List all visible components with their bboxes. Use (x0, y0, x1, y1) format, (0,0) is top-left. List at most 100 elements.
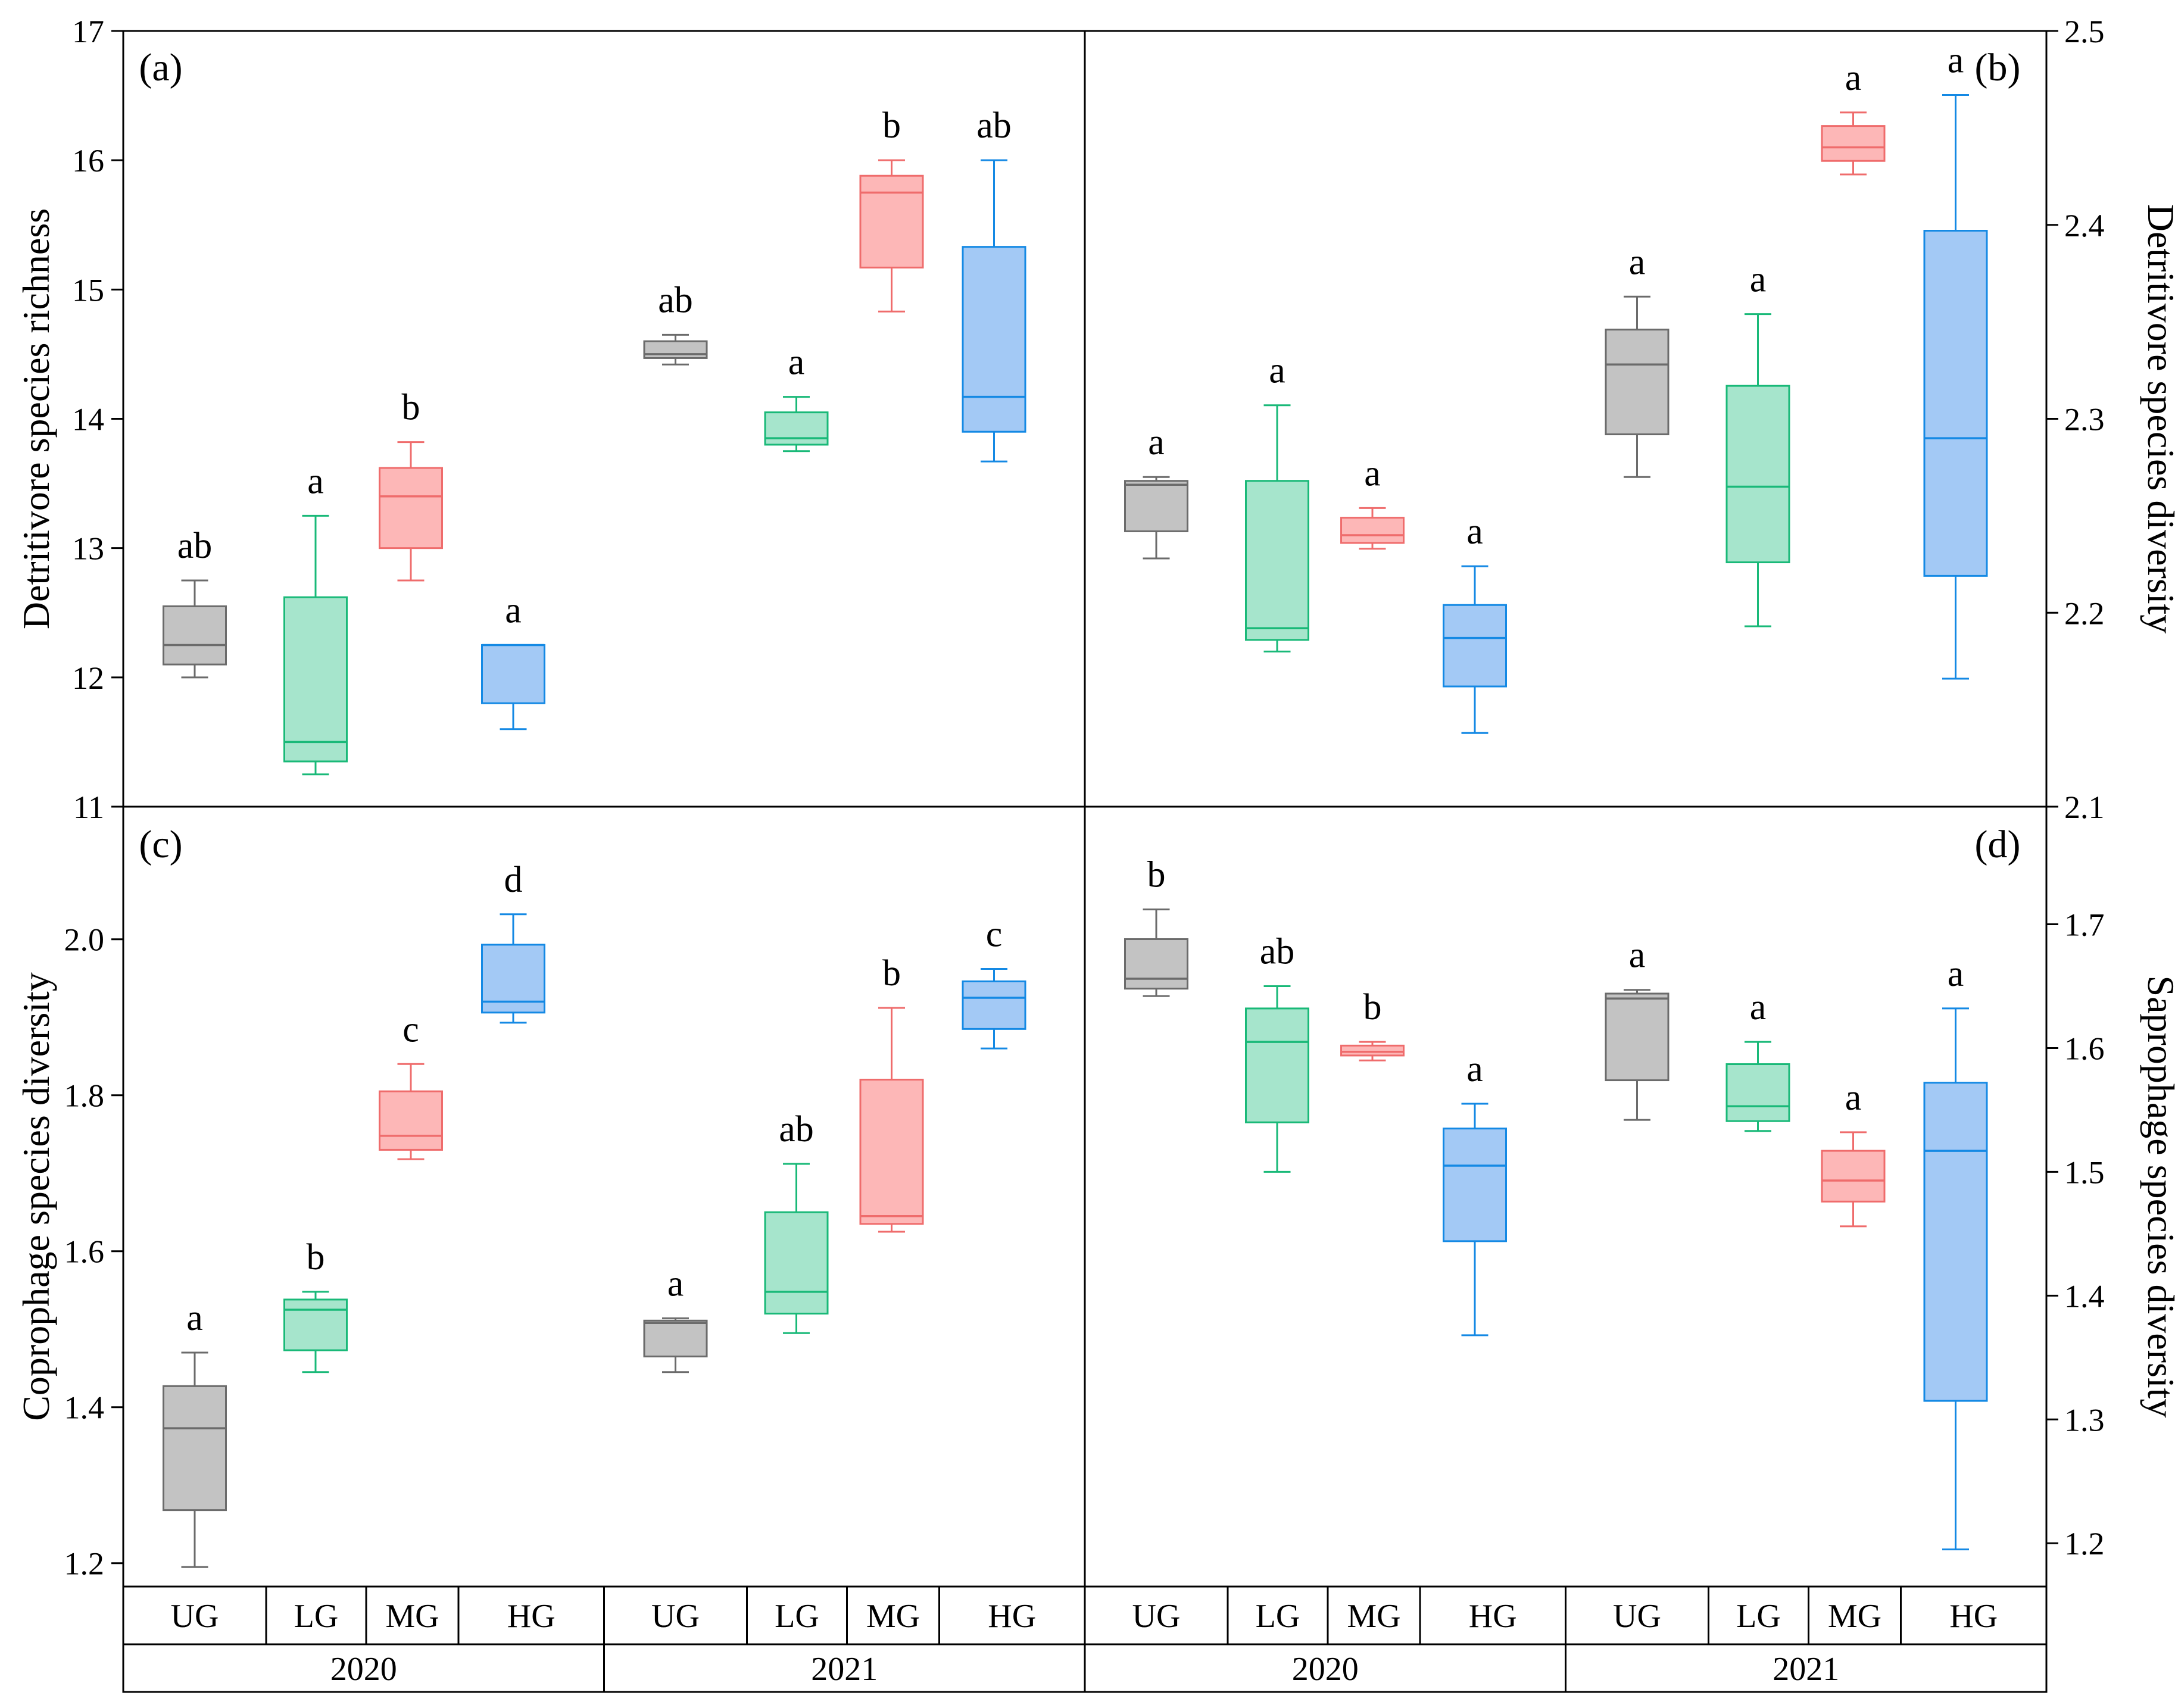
significance-letter: a (1948, 954, 1964, 994)
box-2021-HG: a (1923, 954, 1988, 1551)
box-iqr (1605, 329, 1670, 436)
significance-letter: a (1466, 1049, 1483, 1089)
y-tick-label: 1.2 (64, 1546, 105, 1582)
box-iqr (1923, 230, 1988, 577)
y-tick-label: 1.2 (2064, 1526, 2105, 1562)
y-tick-label: 11 (73, 789, 104, 825)
box-iqr (379, 467, 443, 549)
significance-letter: b (882, 105, 901, 146)
y-tick-label: 1.7 (2064, 907, 2105, 943)
box-iqr (859, 1079, 924, 1225)
y-tick-label: 1.5 (2064, 1154, 2105, 1190)
y-tick-label: 2.0 (64, 922, 105, 958)
significance-letter: b (1147, 855, 1166, 895)
box-iqr (1443, 604, 1507, 688)
y-tick-label: 2.1 (2064, 789, 2105, 825)
category-label-UG: UG (1132, 1598, 1181, 1635)
box-2021-LG: ab (764, 1109, 829, 1334)
box-2020-MG: c (379, 1009, 443, 1160)
box-iqr (1124, 480, 1188, 532)
year-label: 2020 (1292, 1651, 1359, 1688)
significance-letter: a (1466, 511, 1483, 552)
box-iqr (859, 174, 924, 268)
category-label-UG: UG (1613, 1598, 1661, 1635)
box-iqr (962, 980, 1026, 1030)
box-2021-UG: a (1605, 242, 1670, 478)
category-label-UG: UG (171, 1598, 219, 1635)
box-2021-HG: a (1923, 40, 1988, 680)
y-tick-label: 2.5 (2064, 14, 2105, 49)
category-label-HG: HG (988, 1598, 1036, 1635)
box-2020-UG: ab (163, 526, 227, 679)
box-2020-MG: b (379, 388, 443, 582)
significance-letter: a (505, 591, 522, 631)
panel-label: (b) (1975, 46, 2021, 89)
category-label-MG: MG (1828, 1598, 1881, 1635)
panel-a: 11 12 13 14 15 16 17 Detritivore species richne… (15, 14, 1086, 825)
box-iqr (1725, 385, 1790, 564)
y-tick-label: 1.4 (2064, 1278, 2105, 1314)
box-iqr (1605, 992, 1670, 1082)
box-2020-MG: a (1340, 453, 1405, 550)
box-iqr (1124, 938, 1188, 990)
year-label: 2021 (811, 1651, 878, 1688)
significance-letter: a (1948, 40, 1964, 80)
box-iqr (962, 246, 1026, 433)
category-label-UG: UG (651, 1598, 700, 1635)
significance-letter: c (986, 914, 1003, 954)
significance-letter: b (882, 953, 901, 994)
significance-letter: a (1629, 242, 1646, 282)
significance-letter: ab (976, 105, 1012, 146)
panel-frame (122, 30, 1086, 808)
significance-letter: a (667, 1263, 684, 1304)
panel-d: 1.2 1.3 1.4 1.5 1.6 1.7 Saprophage species div… (1084, 805, 2175, 1588)
panel-b: 2.1 2.2 2.3 2.4 2.5 Detritivore species diver… (1084, 14, 2175, 825)
box-2020-LG: ab (1245, 932, 1309, 1173)
y-tick-label: 17 (72, 14, 104, 49)
box-2020-HG: d (481, 860, 545, 1024)
significance-letter: a (1845, 58, 1862, 98)
box-iqr (1245, 1007, 1309, 1123)
significance-letter: d (504, 860, 523, 900)
box-2021-HG: ab (962, 105, 1026, 463)
y-tick-label: 1.6 (2064, 1031, 2105, 1066)
box-2021-MG: a (1821, 58, 1886, 176)
category-label-MG: MG (866, 1598, 920, 1635)
panel-label: (d) (1975, 823, 2021, 866)
y-tick-label: 2.4 (2064, 208, 2105, 243)
box-2020-UG: b (1124, 855, 1188, 997)
y-tick-label: 1.6 (64, 1234, 105, 1270)
y-tick-label: 13 (72, 531, 104, 567)
box-iqr (283, 1298, 348, 1351)
box-2020-LG: a (1245, 351, 1309, 652)
y-tick-label: 1.4 (64, 1390, 105, 1426)
box-2020-LG: a (283, 461, 348, 776)
y-axis-label: Detritivore species diversity (2140, 204, 2175, 634)
y-tick-label: 16 (72, 143, 104, 179)
y-tick-label: 2.2 (2064, 595, 2105, 631)
year-label: 2020 (330, 1651, 397, 1688)
y-tick-label: 12 (72, 660, 104, 696)
box-iqr (163, 605, 227, 666)
panel-frame (122, 805, 1086, 1588)
y-axis-label: Coprophage species diversity (15, 972, 57, 1421)
significance-letter: a (307, 461, 324, 501)
box-iqr (1725, 1063, 1790, 1122)
box-iqr (643, 340, 708, 359)
y-tick-label: 15 (72, 272, 104, 308)
box-2021-LG: a (1725, 260, 1790, 627)
box-2020-HG: a (481, 591, 545, 730)
category-axis-table: UG LG MG HG 2020 UG LG MG HG 2021 UG LG MG HG 2020 UG LG… (122, 1585, 2048, 1693)
box-iqr (283, 596, 348, 763)
significance-letter: a (1148, 422, 1165, 463)
significance-letter: a (1750, 260, 1767, 300)
panel-frame (1084, 30, 2048, 808)
box-iqr (1821, 1150, 1886, 1203)
box-2021-MG: a (1821, 1078, 1886, 1228)
significance-letter: a (1845, 1078, 1862, 1118)
y-tick-label: 1.3 (2064, 1402, 2105, 1438)
category-label-HG: HG (507, 1598, 556, 1635)
category-label-HG: HG (1469, 1598, 1517, 1635)
box-2021-LG: a (1725, 987, 1790, 1132)
category-label-LG: LG (294, 1598, 339, 1635)
